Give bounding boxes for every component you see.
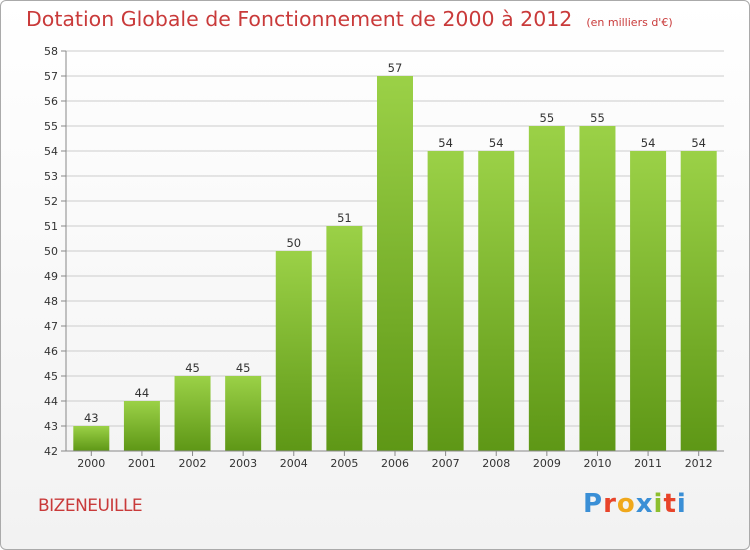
data-label: 54 (691, 136, 706, 150)
x-tick-label: 2000 (77, 457, 105, 470)
y-tick-label: 46 (44, 345, 58, 358)
y-tick-label: 42 (44, 445, 58, 458)
x-tick-label: 2012 (685, 457, 713, 470)
bar (225, 376, 262, 451)
bars (73, 76, 717, 451)
y-tick-label: 44 (44, 395, 58, 408)
y-tick-label: 51 (44, 220, 58, 233)
y-tick-label: 50 (44, 245, 58, 258)
bar (377, 76, 413, 451)
bar (528, 126, 565, 451)
bar (579, 126, 616, 451)
data-label: 57 (388, 61, 403, 75)
data-label: 55 (540, 111, 555, 125)
bar (427, 151, 464, 451)
data-label: 45 (236, 361, 251, 375)
chart-title: Dotation Globale de Fonctionnement de 20… (26, 7, 673, 31)
x-tick-label: 2001 (128, 457, 156, 470)
y-tick-label: 43 (44, 420, 58, 433)
logo-letter: x (635, 489, 654, 519)
data-label: 54 (641, 136, 656, 150)
y-tick-label: 58 (44, 45, 58, 58)
x-tick-label: 2007 (432, 457, 460, 470)
y-tick-label: 52 (44, 195, 58, 208)
x-tick-label: 2011 (634, 457, 662, 470)
bar (275, 251, 312, 451)
bar (326, 226, 363, 451)
y-tick-label: 54 (44, 145, 58, 158)
data-label: 50 (286, 236, 301, 250)
data-label: 51 (337, 211, 352, 225)
bar (123, 401, 160, 451)
x-tick-label: 2005 (330, 457, 358, 470)
x-tick-label: 2009 (533, 457, 561, 470)
data-label: 54 (438, 136, 453, 150)
bar (73, 426, 110, 451)
x-tick-label: 2006 (381, 457, 409, 470)
commune-name: BIZENEUILLE (38, 496, 143, 516)
logo-letter: t (663, 489, 677, 519)
bar (630, 151, 667, 451)
logo-letter: i (653, 489, 664, 519)
data-label: 54 (489, 136, 504, 150)
data-labels: 43 44 45 45 50 51 57 54 54 55 55 54 54 (84, 61, 706, 425)
logo-letter: o (616, 489, 636, 519)
y-tick-label: 49 (44, 270, 58, 283)
x-tick-label: 2004 (280, 457, 308, 470)
x-tick-label: 2010 (583, 457, 611, 470)
bar (478, 151, 515, 451)
chart-title-text: Dotation Globale de Fonctionnement de 20… (26, 7, 573, 31)
x-tick-label: 2002 (179, 457, 207, 470)
y-tick-label: 48 (44, 295, 58, 308)
y-tick-label: 55 (44, 120, 58, 133)
data-label: 44 (135, 386, 150, 400)
data-label: 55 (590, 111, 605, 125)
y-tick-label: 57 (44, 70, 58, 83)
y-tick-label: 45 (44, 370, 58, 383)
logo-letter: r (603, 489, 617, 519)
y-tick-label: 53 (44, 170, 58, 183)
y-tick-label: 56 (44, 95, 58, 108)
chart-unit: (en milliers d'€) (586, 16, 673, 29)
x-tick-label: 2003 (229, 457, 257, 470)
x-tick-label: 2008 (482, 457, 510, 470)
bar (680, 151, 717, 451)
data-label: 45 (185, 361, 200, 375)
logo-letter: P (583, 489, 604, 519)
axes: 42 43 44 45 46 47 48 49 50 51 52 53 54 55 56 57 58 2000 20… (44, 45, 724, 470)
data-label: 43 (84, 411, 99, 425)
proxiti-logo[interactable]: Proxiti (583, 489, 687, 519)
bar (174, 376, 211, 451)
y-tick-label: 47 (44, 320, 58, 333)
logo-letter: i (676, 489, 687, 519)
